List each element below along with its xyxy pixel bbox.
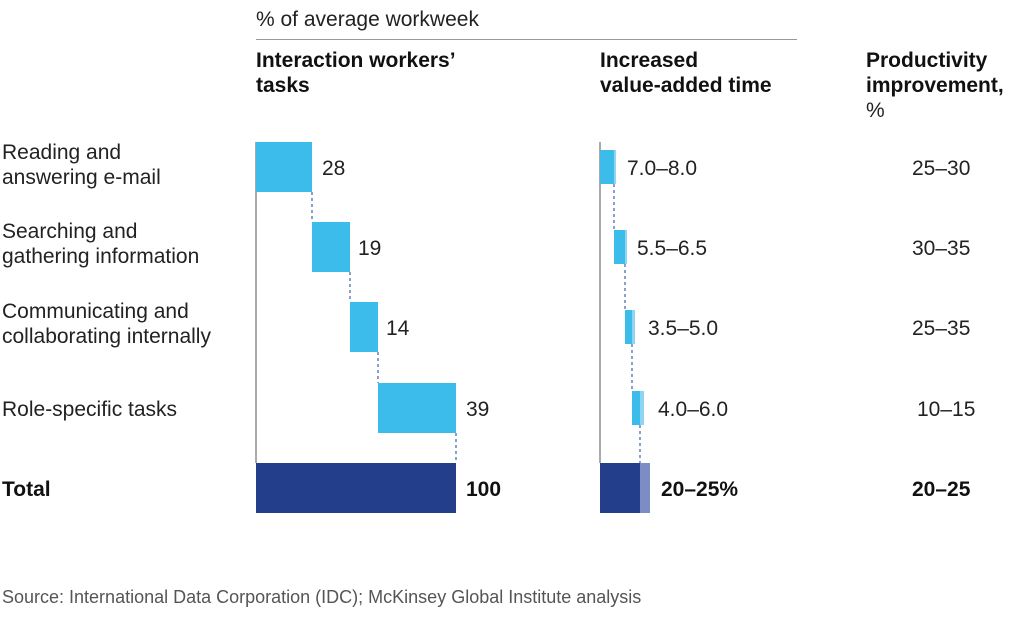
share-value-label: 39 [466,398,490,421]
total-label: Total [2,478,51,501]
task-share-bar [350,302,378,352]
time-total-label: 20–25% [661,478,739,501]
time-value-label: 3.5–5.0 [648,317,719,340]
improvement-total: 20–25 [912,478,971,501]
time-bar-range [640,391,644,425]
improvement-value: 10–15 [917,398,976,421]
row-label: Communicating and [2,300,189,323]
share-value-label: 28 [322,157,346,180]
time-value-label: 4.0–6.0 [658,398,729,421]
improvement-value: 25–35 [912,317,971,340]
time-value-label: 5.5–6.5 [637,237,708,260]
time-total-bar [600,463,640,513]
col-header-improvement-line2: improvement, [866,74,1004,97]
row-label: answering e-mail [2,166,161,189]
col-header-tasks-line2: tasks [256,74,310,97]
time-bar-low [625,310,632,344]
col-header-time-line1: Increased [600,49,699,72]
row-label: Role-specific tasks [2,398,178,421]
col-header-time-line2: value-added time [600,74,772,97]
share-value-label: 14 [386,317,410,340]
time-bar-low [600,150,614,184]
row-label: Reading and [2,141,122,164]
improvement-value: 25–30 [912,157,971,180]
source-note: Source: International Data Corporation (… [2,587,642,607]
header-divider [256,39,797,40]
share-total-label: 100 [466,478,502,501]
task-share-bar [256,142,312,192]
row-label: gathering information [2,245,200,268]
task-share-bar [312,222,350,272]
time-bar-range [632,310,635,344]
chart-subtitle: % of average workweek [256,8,479,31]
time-bar-low [632,391,640,425]
row-label: collaborating internally [2,325,211,348]
col-header-improvement-line3: % [866,99,885,122]
time-total-range [640,463,650,513]
time-bar-range [614,150,616,184]
row-label: Searching and [2,220,138,243]
time-bar-range [625,230,627,264]
time-bar-low [614,230,625,264]
col-header-tasks-line1: Interaction workers’ [256,49,456,72]
time-value-label: 7.0–8.0 [627,157,698,180]
task-share-bar [378,383,456,433]
col-header-improvement-line1: Productivity [866,49,988,72]
improvement-value: 30–35 [912,237,971,260]
task-share-total-bar [256,463,456,513]
share-value-label: 19 [358,237,382,260]
